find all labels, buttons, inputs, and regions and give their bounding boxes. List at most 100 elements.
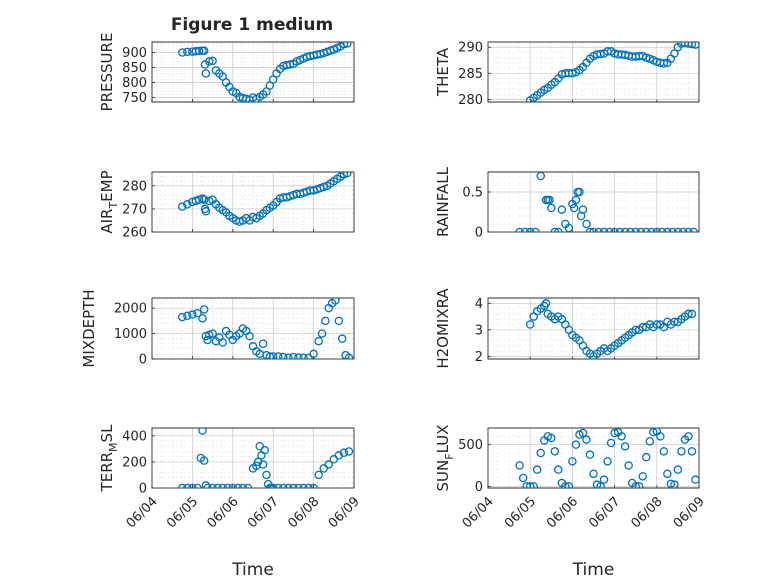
data-point <box>343 172 352 178</box>
data-point <box>606 438 616 448</box>
data-point <box>188 483 197 488</box>
x-tick-label: 06/06 <box>544 494 581 531</box>
data-series <box>525 299 697 359</box>
subplot-4: 0 0.5 RAINFALL <box>434 166 700 241</box>
data-point <box>678 227 688 232</box>
data-point <box>615 227 625 232</box>
data-point <box>610 227 619 232</box>
x-tick-label: 06/04 <box>124 494 161 531</box>
data-point <box>620 442 630 451</box>
data-point <box>198 428 207 435</box>
data-point <box>564 223 574 232</box>
data-point <box>631 325 640 335</box>
y-tick-label: 0 <box>475 480 483 495</box>
y-tick-label: 280 <box>458 93 483 108</box>
data-point <box>198 314 207 323</box>
data-point <box>659 447 669 456</box>
data-point <box>208 56 217 66</box>
y-tick-label: 1000 <box>114 327 147 342</box>
y-axis-label: PRESSURE <box>98 33 116 112</box>
data-point <box>578 428 588 438</box>
y-tick-label: 850 <box>122 61 147 76</box>
data-point <box>199 305 209 314</box>
y-tick-label: 2000 <box>114 302 147 317</box>
data-point <box>666 479 676 488</box>
data-point <box>201 206 211 216</box>
data-point <box>599 475 609 484</box>
figure-title: Figure 1 medium <box>171 15 333 35</box>
data-point <box>262 470 271 480</box>
y-axis-label: RAINFALL <box>434 166 452 237</box>
data-point <box>550 227 560 232</box>
x-tick-label: 06/05 <box>164 494 201 531</box>
data-point <box>274 483 283 488</box>
data-point <box>183 200 192 209</box>
data-point <box>684 432 693 441</box>
data-point <box>279 483 288 488</box>
data-point <box>299 353 308 359</box>
data-point <box>596 49 605 59</box>
y-axis-label: TERRMSL <box>98 424 120 493</box>
data-point <box>321 316 330 326</box>
data-point <box>659 59 669 68</box>
data-point <box>253 457 263 467</box>
y-tick-label: 260 <box>122 226 147 241</box>
data-point <box>624 461 633 470</box>
data-point <box>532 465 542 474</box>
data-point <box>208 483 217 488</box>
data-point <box>691 42 699 49</box>
data-point <box>575 187 584 197</box>
subplot-6: 2 3 4 H2OMIXRA <box>434 288 700 369</box>
data-point <box>645 437 655 446</box>
axes-frame <box>487 427 700 489</box>
data-point <box>268 483 278 488</box>
data-point <box>193 308 202 318</box>
data-point <box>289 352 298 359</box>
data-point <box>578 205 588 214</box>
y-tick-label: 285 <box>458 67 483 82</box>
data-point <box>673 465 683 474</box>
y-tick-label: 0.5 <box>462 186 483 201</box>
y-tick-label: 800 <box>122 76 147 91</box>
y-tick-label: 0 <box>139 353 147 368</box>
data-point <box>687 42 697 49</box>
y-axis-label: H2OMIXRA <box>434 288 452 369</box>
data-point <box>605 227 614 232</box>
data-point <box>668 227 677 232</box>
data-point <box>314 336 323 346</box>
y-tick-label: 400 <box>122 429 147 444</box>
data-point <box>223 483 232 488</box>
data-series <box>178 428 354 488</box>
data-point <box>188 310 197 319</box>
data-point <box>233 483 243 488</box>
data-series <box>515 428 699 488</box>
y-axis-label: AIRTEMP <box>98 170 120 233</box>
data-point <box>582 219 591 229</box>
data-series <box>178 172 352 226</box>
data-point <box>199 46 209 55</box>
data-point <box>529 482 538 488</box>
data-point <box>515 461 524 470</box>
data-point <box>178 312 187 322</box>
data-point <box>663 227 672 232</box>
data-point <box>631 482 640 488</box>
data-point <box>304 483 313 488</box>
x-tick-label: 06/07 <box>586 494 623 531</box>
x-tick-label: 06/08 <box>285 494 322 531</box>
data-point <box>317 329 327 338</box>
axes-frame <box>151 427 355 489</box>
data-point <box>525 320 535 329</box>
data-point <box>199 195 209 204</box>
x-axis-label: Time <box>572 560 615 580</box>
axes-frame <box>487 41 700 103</box>
y-axis-label: THETA <box>434 47 452 97</box>
data-point <box>631 227 640 232</box>
data-point <box>589 469 598 479</box>
data-point <box>554 465 563 474</box>
data-point <box>178 202 187 211</box>
data-point <box>610 428 619 438</box>
